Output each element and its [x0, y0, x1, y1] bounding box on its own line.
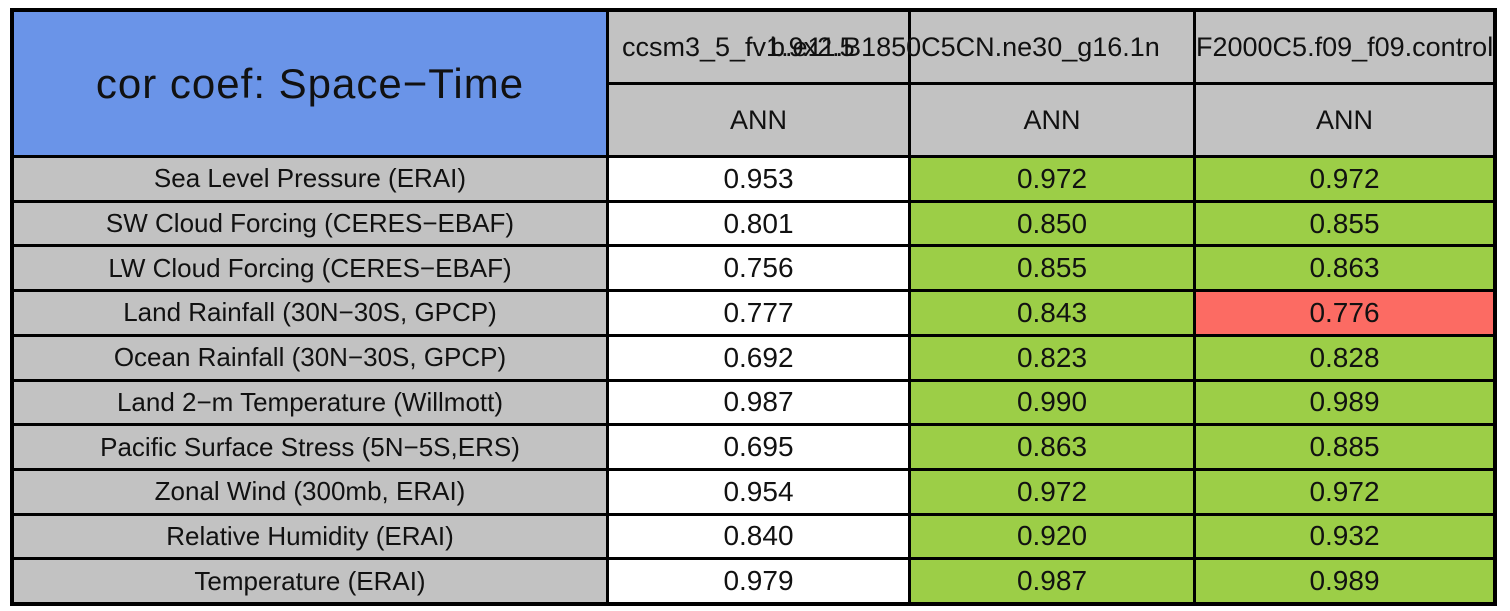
- value-cell: 0.972: [911, 158, 1193, 200]
- value-cell: 0.987: [911, 560, 1193, 602]
- row-label: Pacific Surface Stress (5N−5S,ERS): [14, 426, 606, 468]
- value-cell: 0.990: [911, 381, 1193, 424]
- value-cell: 0.987: [609, 381, 908, 424]
- value-cell: 0.885: [1196, 426, 1493, 468]
- title-cell: cor coef: Space−Time: [14, 12, 606, 155]
- value-cell: 0.855: [1196, 202, 1493, 245]
- row-label: LW Cloud Forcing (CERES−EBAF): [14, 247, 606, 290]
- row-label: Temperature (ERAI): [14, 560, 606, 602]
- value-cell: 0.695: [609, 426, 908, 468]
- value-cell: 0.828: [1196, 336, 1493, 379]
- value-cell: 0.972: [911, 470, 1193, 513]
- value-cell: 0.989: [1196, 560, 1493, 602]
- value-cell: 0.801: [609, 202, 908, 245]
- table-title: cor coef: Space−Time: [95, 59, 525, 107]
- row-label: Zonal Wind (300mb, ERAI): [14, 470, 606, 513]
- row-label: Land Rainfall (30N−30S, GPCP): [14, 292, 606, 334]
- value-cell: 0.777: [609, 292, 908, 334]
- value-cell: 0.776: [1196, 292, 1493, 334]
- value-cell: 0.863: [1196, 247, 1493, 290]
- value-cell: 0.823: [911, 336, 1193, 379]
- season-cell-1: ANN: [609, 85, 908, 155]
- value-cell: 0.989: [1196, 381, 1493, 424]
- season-cell-2: ANN: [911, 85, 1193, 155]
- row-label: SW Cloud Forcing (CERES−EBAF): [14, 202, 606, 245]
- row-label: Sea Level Pressure (ERAI): [14, 158, 606, 200]
- value-cell: 0.954: [609, 470, 908, 513]
- value-cell: 0.932: [1196, 515, 1493, 558]
- case-header-cell-3: [1196, 12, 1493, 82]
- value-cell: 0.855: [911, 247, 1193, 290]
- value-cell: 0.692: [609, 336, 908, 379]
- value-cell: 0.756: [609, 247, 908, 290]
- value-cell: 0.979: [609, 560, 908, 602]
- case-header-cell-2: [911, 12, 1193, 82]
- metrics-table: cor coef: Space−Time ANN ANN ANN Sea Lev…: [10, 8, 1497, 606]
- value-cell: 0.843: [911, 292, 1193, 334]
- value-cell: 0.920: [911, 515, 1193, 558]
- case-header-cell-1: [609, 12, 908, 82]
- value-cell: 0.863: [911, 426, 1193, 468]
- value-cell: 0.972: [1196, 158, 1493, 200]
- row-label: Ocean Rainfall (30N−30S, GPCP): [14, 336, 606, 379]
- row-label: Relative Humidity (ERAI): [14, 515, 606, 558]
- season-cell-3: ANN: [1196, 85, 1493, 155]
- value-cell: 0.953: [609, 158, 908, 200]
- row-label: Land 2−m Temperature (Willmott): [14, 381, 606, 424]
- value-cell: 0.850: [911, 202, 1193, 245]
- value-cell: 0.972: [1196, 470, 1493, 513]
- value-cell: 0.840: [609, 515, 908, 558]
